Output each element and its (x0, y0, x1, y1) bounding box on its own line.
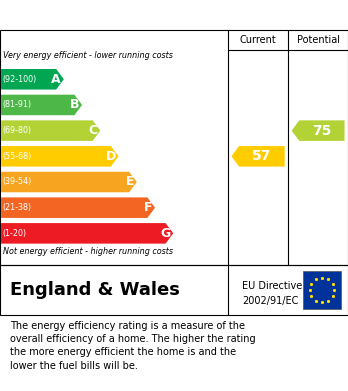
Polygon shape (1, 120, 100, 141)
Text: England & Wales: England & Wales (10, 281, 180, 299)
Bar (303, 271, 341, 309)
Text: 57: 57 (252, 149, 271, 163)
Text: F: F (144, 201, 152, 214)
Polygon shape (292, 120, 345, 141)
Polygon shape (1, 95, 82, 115)
Text: Not energy efficient - higher running costs: Not energy efficient - higher running co… (3, 248, 174, 256)
Text: B: B (70, 99, 79, 111)
Text: (69-80): (69-80) (3, 126, 32, 135)
Text: C: C (88, 124, 97, 137)
Text: Potential: Potential (296, 35, 340, 45)
Text: D: D (105, 150, 116, 163)
Text: The energy efficiency rating is a measure of the
overall efficiency of a home. T: The energy efficiency rating is a measur… (10, 321, 256, 371)
Text: (92-100): (92-100) (3, 75, 37, 84)
Text: (39-54): (39-54) (3, 178, 32, 187)
Text: EU Directive: EU Directive (242, 281, 302, 291)
Polygon shape (1, 197, 155, 218)
Polygon shape (1, 172, 137, 192)
Text: (81-91): (81-91) (3, 100, 32, 109)
Polygon shape (1, 223, 173, 244)
Polygon shape (1, 69, 64, 90)
Text: Current: Current (240, 35, 276, 45)
Polygon shape (1, 146, 119, 167)
Text: E: E (126, 176, 134, 188)
Text: A: A (52, 73, 61, 86)
Text: 75: 75 (312, 124, 332, 138)
Text: G: G (160, 227, 171, 240)
Text: (1-20): (1-20) (3, 229, 27, 238)
Text: (21-38): (21-38) (3, 203, 32, 212)
Text: Energy Efficiency Rating: Energy Efficiency Rating (10, 7, 232, 23)
Text: (55-68): (55-68) (3, 152, 32, 161)
Polygon shape (231, 146, 285, 167)
Text: Very energy efficient - lower running costs: Very energy efficient - lower running co… (3, 51, 173, 60)
Text: 2002/91/EC: 2002/91/EC (242, 296, 298, 306)
